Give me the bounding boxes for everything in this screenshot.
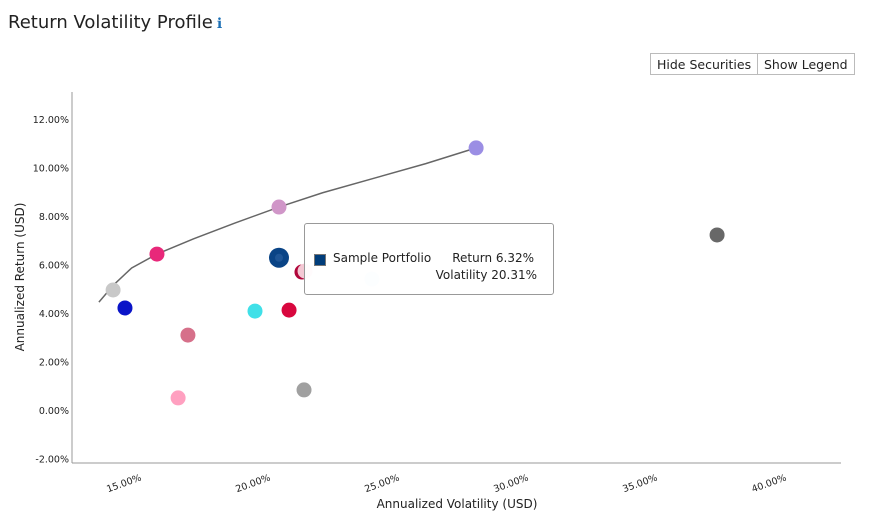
y-tick-label: 6.00% [39, 261, 69, 272]
security-point[interactable] [170, 390, 186, 406]
x-tick-label: 35.00% [621, 472, 659, 495]
x-tick-label: 15.00% [105, 472, 143, 495]
security-point[interactable] [271, 199, 287, 215]
y-axis-label: Annualized Return (USD) [13, 203, 27, 352]
efficient-frontier-line [98, 147, 477, 303]
show-legend-button[interactable]: Show Legend [757, 53, 855, 75]
x-axis-label: Annualized Volatility (USD) [377, 497, 538, 511]
security-point[interactable] [180, 327, 196, 343]
y-tick-label: 2.00% [39, 358, 69, 369]
page-title: Return Volatility Profile ℹ [8, 12, 222, 33]
tooltip: Sample Portfolio Return 6.32% Volatility… [304, 223, 554, 295]
y-tick-label: 8.00% [39, 212, 69, 223]
y-tick-label: -2.00% [35, 455, 69, 466]
tooltip-name: Sample Portfolio [333, 251, 432, 265]
x-tick-label: 20.00% [234, 472, 272, 495]
tooltip-return: Return 6.32% [452, 251, 534, 265]
security-point[interactable] [468, 140, 484, 156]
tooltip-volatility: Volatility 20.31% [435, 268, 537, 282]
security-point[interactable] [247, 303, 263, 319]
tooltip-swatch [314, 254, 326, 266]
security-point[interactable] [149, 246, 165, 262]
security-point[interactable] [281, 302, 297, 318]
hide-securities-button[interactable]: Hide Securities [650, 53, 759, 75]
x-tick-label: 40.00% [750, 472, 788, 495]
y-tick-label: 10.00% [33, 164, 69, 175]
x-tick-label: 25.00% [363, 472, 401, 495]
y-tick-label: 4.00% [39, 309, 69, 320]
y-tick-label: 12.00% [33, 115, 69, 126]
security-point[interactable] [709, 227, 725, 243]
x-tick-label: 30.00% [492, 472, 530, 495]
security-point[interactable] [117, 300, 133, 316]
portfolio-point-center [274, 253, 283, 262]
security-point[interactable] [105, 282, 121, 298]
security-point[interactable] [296, 382, 312, 398]
title-text: Return Volatility Profile [8, 12, 213, 33]
y-tick-label: 0.00% [39, 406, 69, 417]
info-icon[interactable]: ℹ [216, 16, 223, 32]
